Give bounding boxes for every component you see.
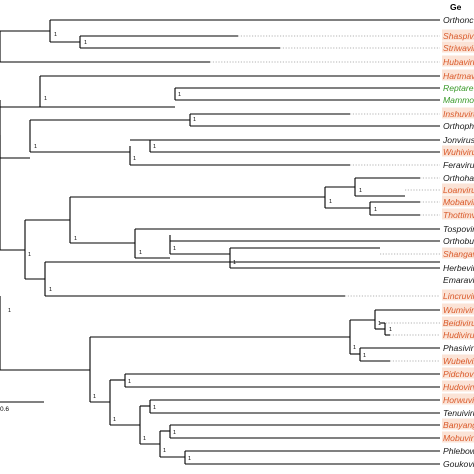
- tip-label-horwuvir: Horwuvir: [443, 395, 474, 405]
- novel-genus-highlight: [442, 431, 474, 443]
- support-value-label: 1: [143, 436, 146, 442]
- tip-label-orthoph: Orthoph: [443, 121, 474, 131]
- novel-genus-highlight: [442, 380, 474, 392]
- support-value-label: 1: [378, 321, 381, 327]
- genus-column-header: Ge: [450, 2, 462, 12]
- tip-label-tospovir: Tospovir: [443, 224, 474, 234]
- tip-label-striwavir: Striwavir: [443, 43, 474, 53]
- novel-genus-highlight: [442, 316, 474, 328]
- novel-genus-highlight: [442, 195, 474, 207]
- novel-genus-highlight: [442, 303, 474, 315]
- tip-label-wuhiviru: Wuhiviru: [443, 147, 474, 157]
- tip-label-mobatvir: Mobatvir: [443, 197, 474, 207]
- support-value-label: 1: [139, 250, 142, 256]
- tip-label-wubelvir: Wubelvir: [443, 356, 474, 366]
- tip-label-thottimv: Thottimv: [443, 210, 474, 220]
- tip-label-herbevir: Herbevir: [443, 263, 474, 273]
- tip-label-phasiviru: Phasiviru: [443, 343, 474, 353]
- novel-genus-highlight: [442, 29, 474, 41]
- support-value-label: 1: [178, 92, 181, 98]
- tip-label-hudovirv: Hudovirv: [443, 382, 474, 392]
- support-value-label: 1: [44, 96, 47, 102]
- tip-label-jonvirus: Jonvirus: [442, 135, 474, 145]
- novel-genus-highlight: [442, 107, 474, 119]
- support-value-label: 1: [128, 379, 131, 385]
- tip-label-hudiviru: Hudiviru: [443, 330, 474, 340]
- scale-bar-label: 0.6: [0, 406, 9, 413]
- support-value-label: 1: [389, 327, 392, 333]
- novel-genus-highlight: [442, 367, 474, 379]
- dotted-extensions: [210, 35, 440, 362]
- novel-genus-highlight: [442, 145, 474, 157]
- tip-label-reptare: Reptare: [443, 83, 474, 93]
- tip-label-mobuvirv: Mobuvirv: [443, 433, 474, 443]
- label-highlights: [442, 29, 474, 443]
- tip-label-hartmav: Hartmav: [443, 71, 474, 81]
- novel-genus-highlight: [442, 208, 474, 220]
- support-value-label: 1: [233, 260, 236, 266]
- support-value-label: 1: [74, 236, 77, 242]
- novel-genus-highlight: [442, 289, 474, 301]
- support-value-label: 1: [153, 405, 156, 411]
- support-value-label: 1: [34, 144, 37, 150]
- tip-label-inshuviru: Inshuviru: [443, 109, 474, 119]
- tip-labels: Orthonc Shaspivii Striwavir Hubaviru Hartmav…: [442, 15, 474, 469]
- support-value-label: 1: [28, 252, 31, 258]
- tip-label-tenuiviru: Tenuiviru: [443, 408, 474, 418]
- tip-label-orthobu: Orthobu: [443, 236, 474, 246]
- support-value-label: 1: [193, 117, 196, 123]
- tip-label-orthoha: Orthoha: [443, 173, 474, 183]
- tip-label-banyang: Banyang: [443, 420, 474, 430]
- support-value-label: 1: [113, 417, 116, 423]
- support-value-label: 1: [49, 287, 52, 293]
- novel-genus-highlight: [442, 328, 474, 340]
- scale-bar: 0.6: [0, 401, 44, 413]
- tip-label-hubaviru: Hubaviru: [443, 57, 474, 67]
- support-value-label: 1: [8, 308, 11, 314]
- support-values: 1 1 1 1 1 1 1 1 1 1 1 1 1 1 1 1 1 1 1 1 1 1 1 1 1 1 1 1 1 1: [8, 32, 392, 462]
- tip-label-feraviru: Feraviru: [443, 160, 474, 170]
- tip-label-shaspivii: Shaspivii: [443, 31, 474, 41]
- novel-genus-highlight: [442, 418, 474, 430]
- support-value-label: 1: [173, 430, 176, 436]
- support-value-label: 1: [363, 353, 366, 359]
- support-value-label: 1: [84, 40, 87, 46]
- tip-label-lincruvir: Lincruvir: [443, 291, 474, 301]
- tip-label-shangav: Shangav: [443, 249, 474, 259]
- tip-label-orthonc: Orthonc: [443, 15, 474, 25]
- support-value-label: 1: [133, 156, 136, 162]
- novel-genus-highlight: [442, 55, 474, 67]
- support-value-label: 1: [188, 456, 191, 462]
- support-value-label: 1: [54, 32, 57, 38]
- tip-label-wumivirv: Wumivirv: [443, 305, 474, 315]
- tip-label-pidchov: Pidchov: [443, 369, 474, 379]
- tree-branches: [0, 19, 440, 465]
- tip-label-loanviru: Loanviru: [443, 185, 474, 195]
- support-value-label: 1: [173, 246, 176, 252]
- support-value-label: 1: [93, 394, 96, 400]
- tip-label-beidiviru: Beidiviru: [443, 318, 474, 328]
- tip-label-mammo: Mammo: [443, 95, 474, 105]
- novel-genus-highlight: [442, 41, 474, 53]
- support-value-label: 1: [353, 345, 356, 351]
- tip-label-goukovi: Goukovi: [443, 459, 474, 469]
- tip-label-phlebow: Phlebow: [443, 446, 474, 456]
- support-value-label: 1: [359, 188, 362, 194]
- novel-genus-highlight: [442, 354, 474, 366]
- novel-genus-highlight: [442, 69, 474, 81]
- support-value-label: 1: [374, 207, 377, 213]
- novel-genus-highlight: [442, 247, 474, 259]
- support-value-label: 1: [153, 144, 156, 150]
- tip-label-emaravir: Emaravir: [443, 275, 474, 285]
- novel-genus-highlight: [442, 183, 474, 195]
- support-value-label: 1: [329, 199, 332, 205]
- novel-genus-highlight: [442, 393, 474, 405]
- support-value-label: 1: [163, 448, 166, 454]
